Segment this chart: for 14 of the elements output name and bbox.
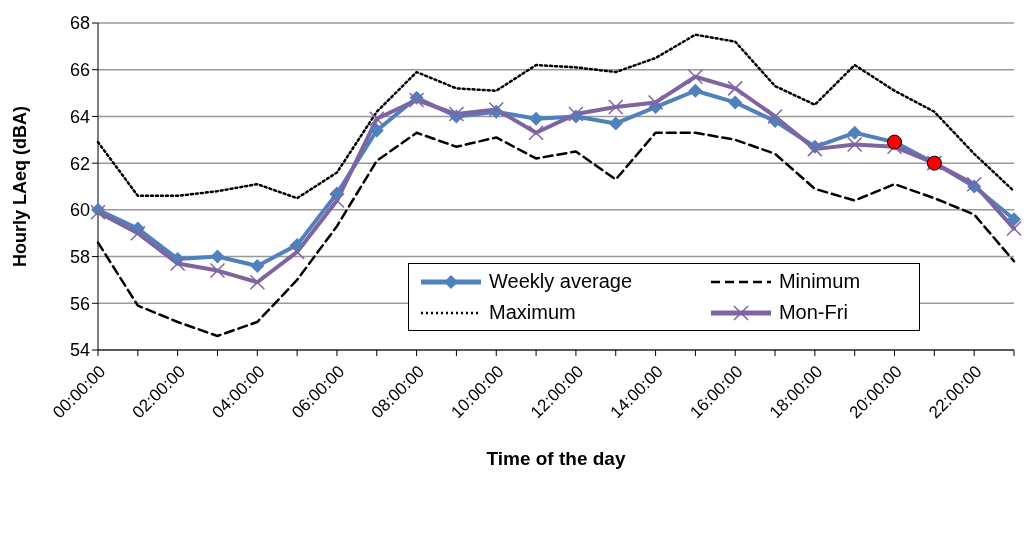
y-axis-title: Hourly LAeq (dBA) — [10, 106, 31, 267]
y-tick-label: 56 — [69, 293, 90, 314]
legend-label: Mon-Fri — [778, 301, 848, 324]
legend-label: Maximum — [489, 301, 576, 324]
y-tick-label: 64 — [69, 106, 90, 127]
x-axis-title: Time of the day — [486, 448, 626, 469]
y-tick-label: 58 — [69, 246, 90, 267]
y-tick-label: 54 — [69, 340, 90, 361]
y-tick-label: 68 — [69, 13, 90, 34]
y-tick-label: 62 — [69, 153, 90, 174]
y-tick-label: 60 — [69, 200, 90, 221]
legend-label: Minimum — [778, 270, 861, 293]
y-tick-label: 66 — [69, 60, 90, 81]
legend-label: Weekly average — [489, 270, 633, 293]
